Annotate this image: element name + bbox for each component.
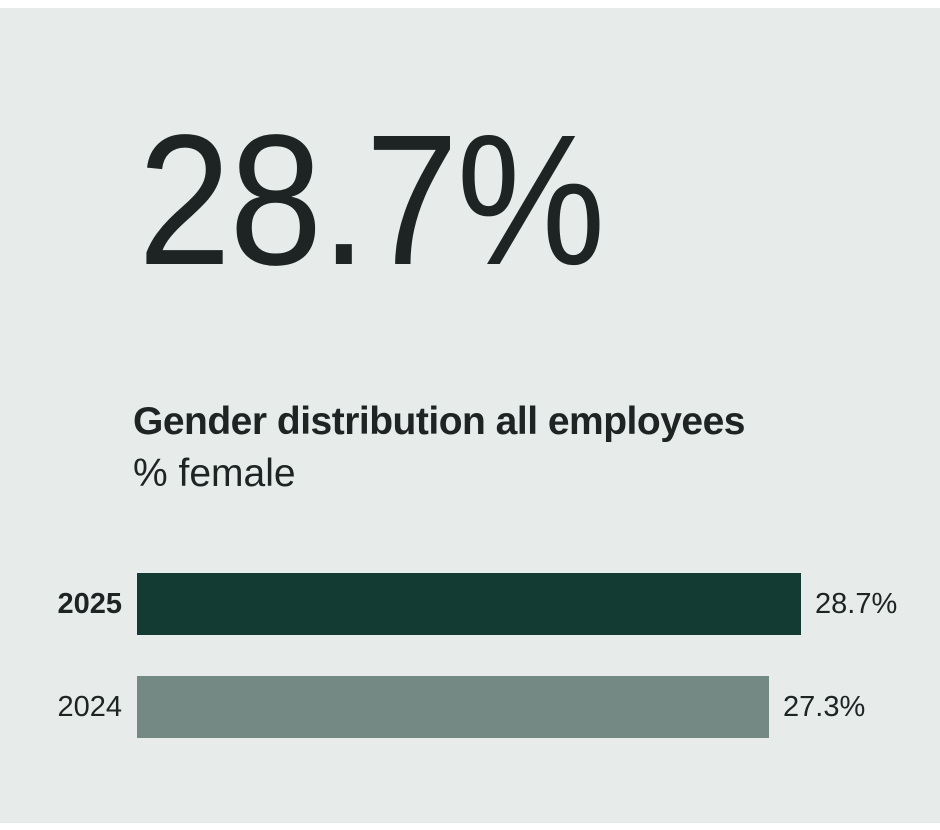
bar-value-2024: 27.3% — [783, 690, 866, 723]
chart-title: Gender distribution all employees — [133, 400, 745, 443]
bar-year-label-2025: 2025 — [57, 587, 122, 620]
chart-subtitle: % female — [133, 452, 296, 495]
bar-value-2025: 28.7% — [815, 587, 898, 620]
headline-statistic: 28.7% — [138, 97, 605, 304]
bar-chart: 2025 28.7% 2024 27.3% — [0, 573, 940, 738]
bar-2025 — [137, 573, 801, 635]
chart-bar-row-2025: 2025 28.7% — [0, 573, 940, 635]
bar-year-label-2024: 2024 — [57, 690, 122, 723]
chart-title-block: Gender distribution all employees % fema… — [133, 396, 745, 500]
bar-2024 — [137, 676, 769, 738]
infographic-canvas: 28.7% Gender distribution all employees … — [0, 8, 940, 823]
chart-bar-row-2024: 2024 27.3% — [0, 676, 940, 738]
